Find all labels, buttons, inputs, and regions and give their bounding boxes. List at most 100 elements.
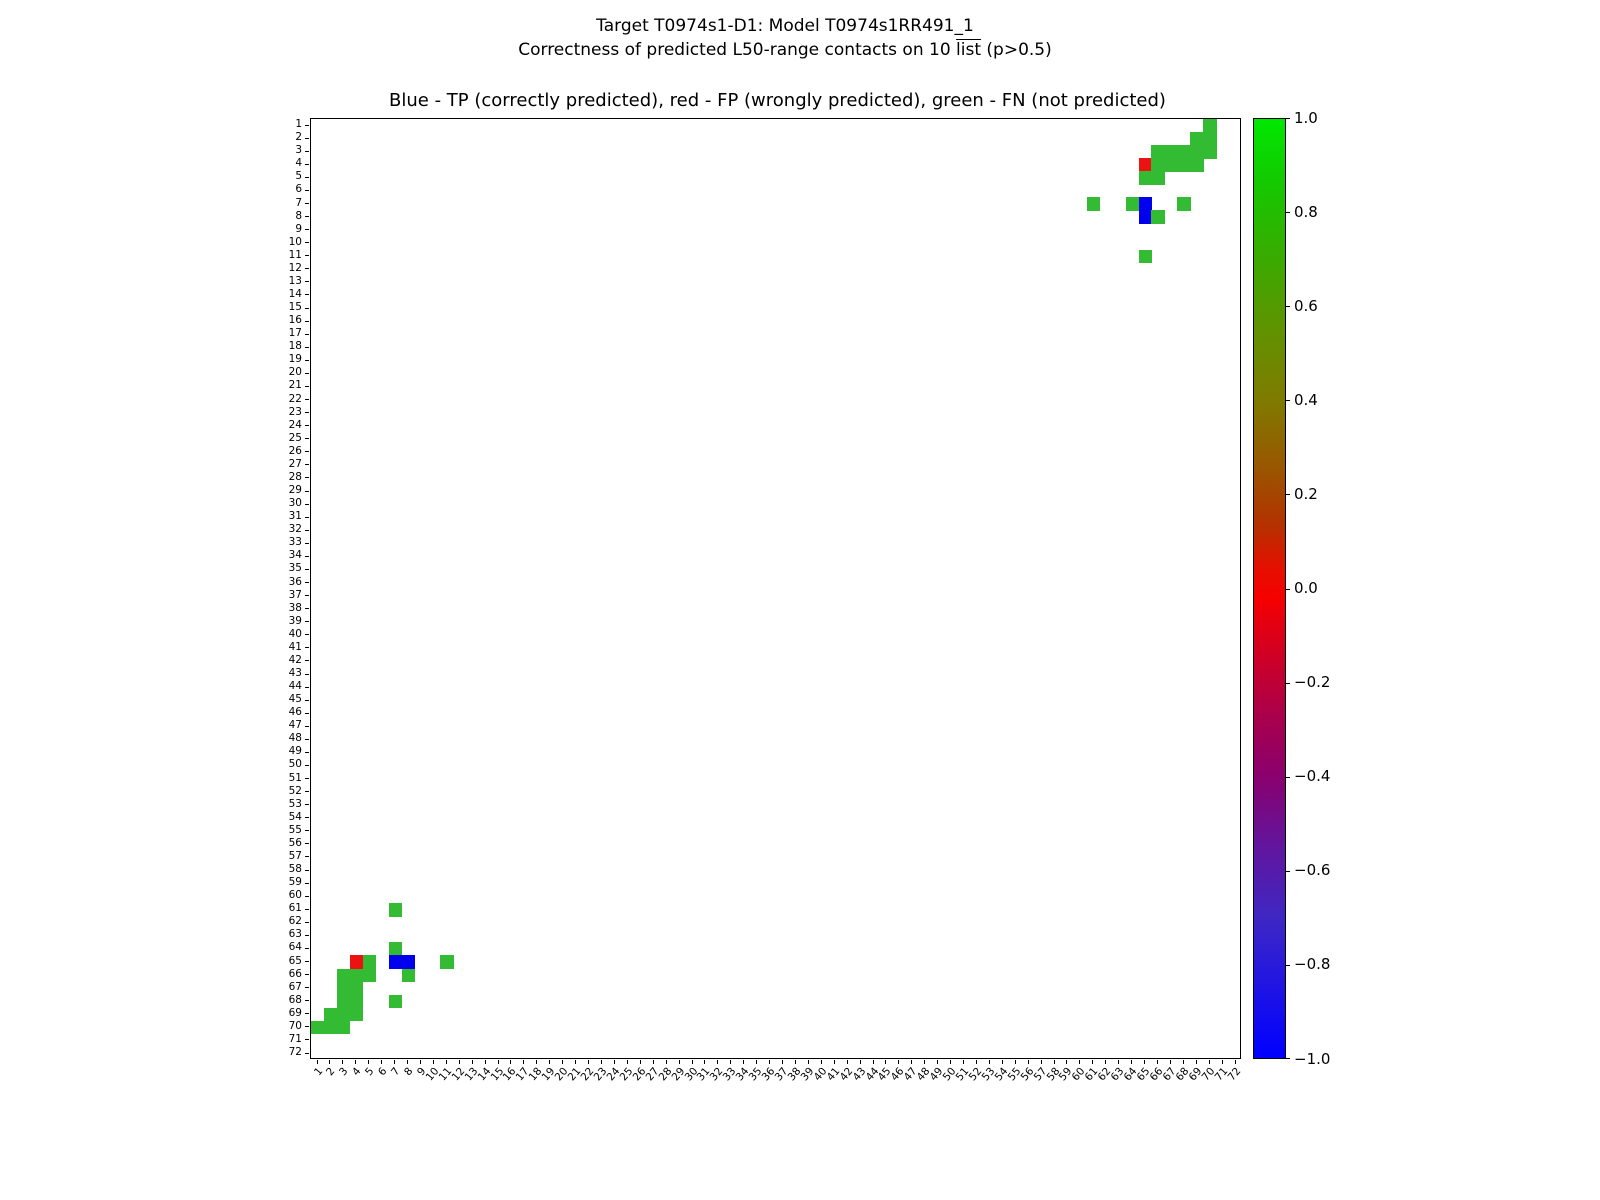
subtitle-prefix: Correctness of predicted L50-range conta…: [518, 40, 957, 60]
heatmap-cell-fn: [349, 981, 364, 996]
x-axis-tick: [1105, 1060, 1107, 1064]
x-axis-tick: [1234, 1060, 1236, 1064]
y-axis-label: 33: [288, 536, 302, 549]
y-axis-label: 7: [295, 196, 302, 209]
y-axis-label: 26: [288, 444, 302, 457]
y-axis-label: 15: [288, 301, 302, 313]
y-axis-tick: [305, 686, 309, 688]
figure-title-line2: Correctness of predicted L50-range conta…: [0, 38, 1570, 62]
y-axis-label: 65: [288, 954, 302, 967]
x-axis-tick: [368, 1060, 370, 1064]
y-axis-tick: [305, 843, 309, 845]
y-axis-tick: [305, 150, 309, 152]
x-axis-tick: [665, 1060, 667, 1064]
heatmap-cell-fn: [349, 994, 364, 1009]
y-axis-label: 50: [288, 758, 302, 771]
x-axis-tick: [1053, 1060, 1055, 1064]
figure-title: Target T0974s1-D1: Model T0974s1RR491_1 …: [0, 14, 1570, 62]
x-axis-tick: [898, 1060, 900, 1064]
y-axis-tick: [305, 921, 309, 923]
x-axis-tick: [445, 1060, 447, 1064]
x-axis-tick: [756, 1060, 758, 1064]
heatmap-cell-fn: [1177, 158, 1191, 172]
y-axis-label: 17: [288, 327, 302, 340]
x-axis-tick: [717, 1060, 719, 1064]
colorbar: [1253, 118, 1286, 1059]
colorbar-label: −1.0: [1294, 1049, 1331, 1068]
y-axis-tick: [305, 791, 309, 793]
heatmap-cell-fp: [349, 955, 364, 969]
y-axis-tick: [305, 634, 309, 636]
y-axis-tick: [305, 725, 309, 727]
heatmap-cell-fn: [323, 1007, 338, 1022]
y-axis-label: 53: [288, 797, 302, 810]
x-axis-tick: [924, 1060, 926, 1064]
plot-area: [310, 118, 1241, 1059]
y-axis-tick: [305, 451, 309, 453]
y-axis-tick: [305, 1026, 309, 1028]
y-axis-tick: [305, 621, 309, 623]
x-axis-tick: [678, 1060, 680, 1064]
y-axis-label: 55: [288, 823, 302, 836]
y-axis-tick: [305, 307, 309, 309]
x-axis-tick: [316, 1060, 318, 1064]
y-axis-label: 24: [288, 418, 302, 431]
y-axis-label: 1: [295, 118, 302, 130]
y-axis-tick: [305, 255, 309, 257]
y-axis-label: 44: [288, 680, 302, 692]
y-axis-tick: [305, 359, 309, 361]
colorbar-tick: [1286, 588, 1290, 590]
subtitle-suffix: (p>0.5): [981, 40, 1052, 60]
x-axis-tick: [975, 1060, 977, 1064]
y-axis-label: 12: [288, 261, 302, 274]
y-axis-tick: [305, 242, 309, 244]
y-axis-label: 4: [295, 157, 302, 170]
y-axis-label: 58: [288, 863, 302, 875]
heatmap-cell-fp: [1138, 158, 1152, 172]
y-axis-tick: [305, 294, 309, 296]
y-axis-tick: [305, 412, 309, 414]
x-axis-tick: [1221, 1060, 1223, 1064]
colorbar-tick: [1286, 964, 1290, 966]
x-axis-tick: [1118, 1060, 1120, 1064]
y-axis-tick: [305, 281, 309, 283]
y-axis-tick: [305, 203, 309, 204]
y-axis-tick: [305, 425, 309, 427]
y-axis-label: 9: [295, 222, 302, 235]
colorbar-tick: [1286, 870, 1290, 872]
y-axis-tick: [305, 764, 309, 766]
y-axis-label: 64: [288, 941, 302, 954]
colorbar-label: 0.0: [1294, 579, 1318, 597]
y-axis-label: 32: [288, 523, 302, 536]
y-axis-label: 70: [288, 1019, 302, 1032]
x-axis-tick: [1014, 1060, 1016, 1064]
y-axis-label: 71: [288, 1032, 302, 1045]
y-axis-label: 2: [295, 131, 302, 144]
y-axis-tick: [305, 751, 309, 753]
y-axis-tick: [305, 1013, 309, 1015]
y-axis-label: 8: [295, 209, 302, 222]
colorbar-label: −0.8: [1294, 955, 1331, 974]
y-axis-label: 41: [288, 640, 302, 653]
colorbar-tick: [1286, 212, 1290, 214]
heatmap-cell-fn: [1125, 197, 1140, 211]
heatmap-cell-fn: [1151, 210, 1165, 225]
y-axis-label: 46: [288, 706, 302, 719]
x-axis-tick: [1079, 1060, 1081, 1064]
y-axis-tick: [305, 673, 309, 675]
y-axis-label: 48: [288, 732, 302, 745]
y-axis-label: 3: [295, 144, 302, 157]
colorbar-label: 0.8: [1294, 202, 1318, 221]
heatmap-cell-fn: [1164, 145, 1178, 159]
x-axis-tick: [872, 1060, 874, 1064]
y-axis-label: 57: [288, 849, 302, 862]
y-axis-label: 27: [288, 457, 302, 470]
x-axis-tick: [743, 1060, 745, 1064]
heatmap-cell-fn: [336, 968, 351, 983]
colorbar-tick: [1286, 400, 1290, 402]
y-axis-label: 40: [288, 627, 302, 640]
x-axis-tick: [1131, 1060, 1133, 1064]
x-axis-tick: [652, 1060, 654, 1064]
x-axis-tick: [523, 1060, 525, 1064]
